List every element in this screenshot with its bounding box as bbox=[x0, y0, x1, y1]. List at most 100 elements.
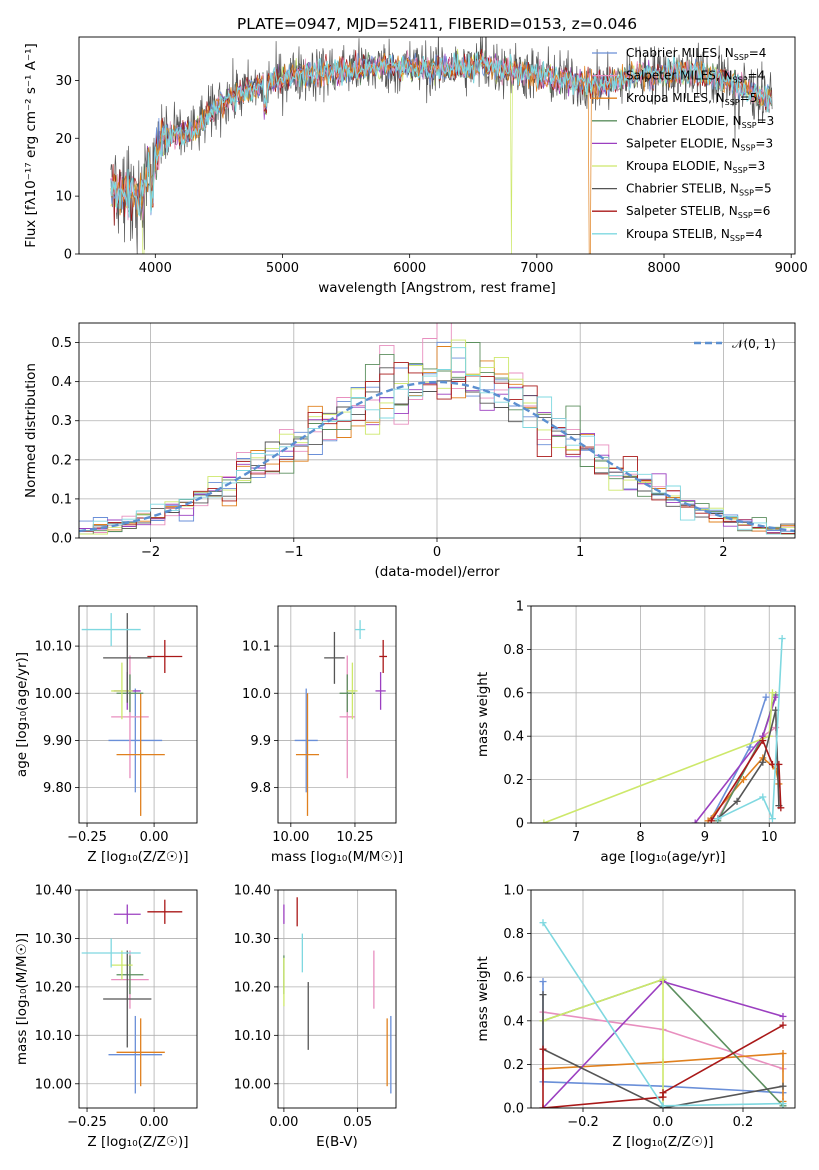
weight-marker-salpeter-stelib bbox=[775, 760, 783, 768]
legend-label-kroupa-miles: Kroupa MILES, NSSP=5 bbox=[626, 91, 757, 107]
y-tick-label: 0 bbox=[516, 817, 524, 832]
axes-frame bbox=[78, 36, 796, 255]
y-tick-label: 0.4 bbox=[503, 1014, 524, 1029]
plot-area bbox=[79, 323, 795, 538]
x-axis-label: wavelength [Angstrom, rest frame] bbox=[318, 280, 556, 296]
x-tick-label: −0.25 bbox=[67, 830, 107, 845]
y-axis-label: age [log₁₀(age/yr)] bbox=[14, 652, 30, 777]
y-tick-label: 0.0 bbox=[503, 1102, 524, 1117]
x-tick-label: −0.25 bbox=[67, 1115, 107, 1130]
axes-frame bbox=[78, 605, 198, 824]
x-tick-label: 6000 bbox=[393, 261, 426, 276]
x-tick-label: 0 bbox=[433, 545, 441, 560]
weight-marker-kroupa-miles bbox=[779, 1050, 787, 1057]
legend-nssp-subscript: SSP bbox=[734, 53, 749, 62]
legend-nssp-prefix: , N bbox=[716, 69, 733, 83]
errorbar-point-chabrier-miles bbox=[108, 688, 163, 793]
errorbar-point-chabrier-stelib bbox=[103, 613, 152, 703]
weight-marker-salpeter-stelib bbox=[759, 737, 767, 745]
y-tick-label: 10.10 bbox=[35, 1029, 72, 1044]
y-tick-label: 10.00 bbox=[234, 1077, 271, 1092]
y-tick-label: 10.30 bbox=[35, 932, 72, 947]
legend-label-salpeter-stelib: Salpeter STELIB, NSSP=6 bbox=[626, 204, 770, 220]
y-tick-label: 0.2 bbox=[503, 1058, 524, 1073]
y-axis-label: mass weight bbox=[475, 956, 491, 1041]
x-tick-label: 0.00 bbox=[269, 1115, 298, 1130]
y-tick-label: 9.80 bbox=[43, 781, 72, 796]
errorbar-point-kroupa-elodie bbox=[347, 662, 358, 720]
legend-label-kroupa-stelib: Kroupa STELIB, NSSP=4 bbox=[626, 227, 763, 243]
plot-area bbox=[81, 899, 183, 1094]
histogram-kroupa-stelib bbox=[79, 347, 795, 538]
weight-marker-kroupa-stelib bbox=[778, 635, 786, 643]
plot-area bbox=[294, 620, 388, 816]
legend-label-kroupa-elodie: Kroupa ELODIE, NSSP=3 bbox=[626, 159, 765, 175]
legend-nssp-value: 5 bbox=[750, 91, 758, 105]
weight-marker-salpeter-stelib bbox=[777, 804, 785, 812]
panel-age-vs-mass: 10.00 10.25 9.8 9.9 10.0 10.1 mass [log₁₀(M/M☉… bbox=[242, 605, 403, 865]
axes-frame bbox=[78, 889, 198, 1109]
y-tick-label: 0.8 bbox=[503, 643, 524, 658]
legend-label-chabrier-elodie: Chabrier ELODIE, NSSP=3 bbox=[626, 114, 774, 130]
legend-nssp-subscript: SSP bbox=[730, 234, 745, 243]
x-tick-label: 8 bbox=[636, 830, 644, 845]
legend-nssp-prefix: , N bbox=[716, 159, 733, 173]
y-tick-label: 0.6 bbox=[503, 686, 524, 701]
x-axis-label: age [log₁₀(age/yr)] bbox=[600, 849, 725, 865]
x-tick-label: 9000 bbox=[775, 261, 808, 276]
legend-nssp-value: 3 bbox=[758, 159, 766, 173]
y-axis-label: Normed distribution bbox=[23, 363, 39, 498]
panel-age-vs-z: −0.25 0.00 9.80 9.90 10.00 10.10 Z [log₁₀(Z/Z☉… bbox=[14, 605, 198, 865]
y-tick-label: 0 bbox=[64, 248, 72, 263]
x-axis-label: Z [log₁₀(Z/Z☉)] bbox=[87, 849, 188, 865]
legend-equals: = bbox=[757, 114, 767, 128]
y-tick-label: 0.0 bbox=[51, 532, 72, 547]
legend-model-name: Kroupa ELODIE bbox=[626, 159, 716, 173]
weight-marker-salpeter-stelib bbox=[539, 1104, 547, 1108]
y-tick-label: 20 bbox=[55, 132, 72, 147]
y-tick-label: 0.6 bbox=[503, 971, 524, 986]
plot-area bbox=[539, 919, 787, 1108]
y-tick-label: 10 bbox=[55, 190, 72, 205]
x-axis-label: mass [log₁₀(M/M☉)] bbox=[271, 849, 403, 865]
errorbar-point-chabrier-miles bbox=[294, 688, 318, 793]
legend-nssp-prefix: , N bbox=[724, 136, 741, 150]
axes-frame bbox=[277, 889, 397, 1109]
legend-nssp-prefix: , N bbox=[721, 204, 738, 218]
x-tick-label: 0.05 bbox=[343, 1115, 372, 1130]
legend-model-name: Salpeter ELODIE bbox=[626, 136, 724, 150]
legend-nssp-prefix: , N bbox=[722, 182, 739, 196]
y-tick-label: 1 bbox=[516, 600, 524, 615]
errorbar-point-salpeter-miles bbox=[111, 655, 149, 779]
legend-nssp-value: 4 bbox=[758, 69, 766, 83]
errorbar-point-kroupa-miles bbox=[116, 693, 165, 816]
x-tick-label: 0.00 bbox=[140, 830, 169, 845]
weight-marker-kroupa-miles bbox=[739, 776, 747, 784]
weight-marker-salpeter-elodie bbox=[691, 819, 699, 823]
x-axis-label: Z [log₁₀(Z/Z☉)] bbox=[87, 1134, 188, 1150]
errorbar-point-salpeter-stelib bbox=[147, 639, 183, 673]
legend-nssp-subscript: SSP bbox=[740, 143, 755, 152]
weight-marker-kroupa-elodie bbox=[540, 819, 548, 823]
y-tick-label: 10.40 bbox=[35, 884, 72, 899]
x-tick-label: 1 bbox=[576, 545, 584, 560]
panel-weight-vs-age: 7 8 9 10 0 0.2 0.4 0.6 0.8 1 age [log₁₀(age/yr)] ma… bbox=[475, 600, 796, 865]
legend-label-chabrier-miles: Chabrier MILES, NSSP=4 bbox=[626, 46, 766, 62]
weight-marker-kroupa-stelib bbox=[779, 1100, 787, 1108]
y-tick-label: 10.10 bbox=[234, 1029, 271, 1044]
y-tick-label: 10.0 bbox=[242, 687, 271, 702]
weight-marker-kroupa-stelib bbox=[539, 919, 547, 927]
weight-marker-chabrier-stelib bbox=[733, 797, 741, 805]
y-tick-label: 10.20 bbox=[234, 980, 271, 995]
y-tick-label: 0.2 bbox=[51, 453, 72, 468]
weight-marker-kroupa-elodie bbox=[768, 689, 776, 697]
legend-equals: = bbox=[753, 204, 763, 218]
figure-title: PLATE=0947, MJD=52411, FIBERID=0153, z=0… bbox=[237, 15, 637, 33]
weight-line-kroupa-miles bbox=[542, 1052, 784, 1102]
weight-marker-kroupa-stelib bbox=[714, 815, 722, 823]
legend-nssp-subscript: SSP bbox=[725, 98, 740, 107]
spectrum-line-kroupa-stelib bbox=[110, 50, 772, 218]
y-tick-label: 10.00 bbox=[35, 1077, 72, 1092]
